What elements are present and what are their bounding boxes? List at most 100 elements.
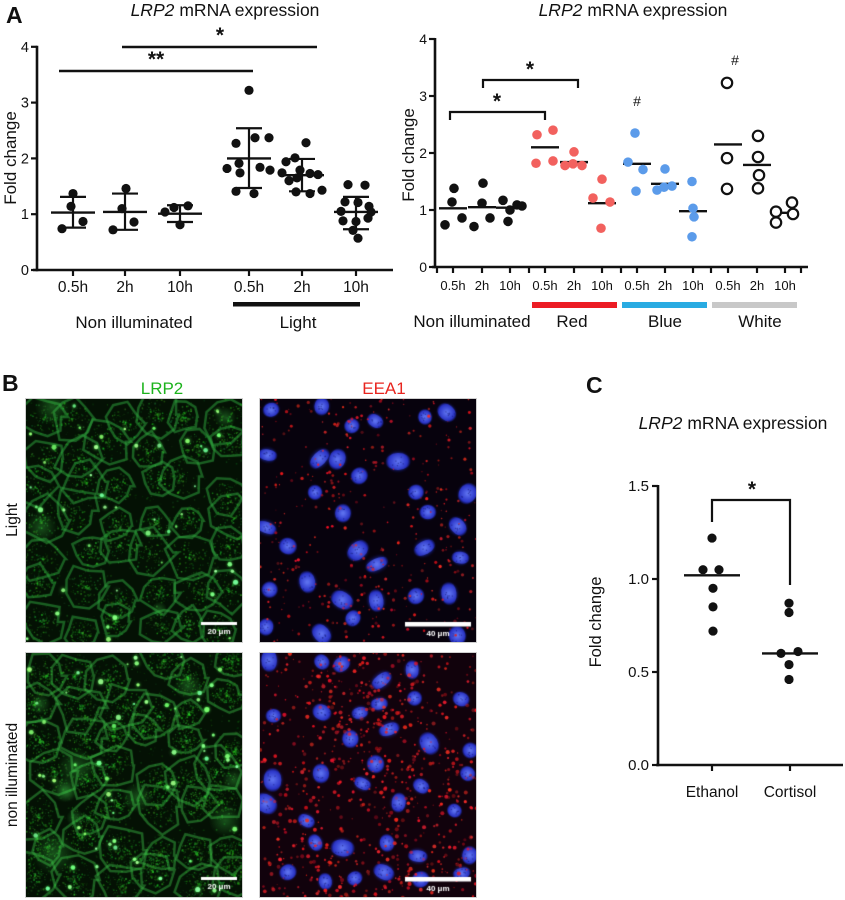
data-point	[485, 213, 495, 223]
x-tick-label: 0.5h	[715, 278, 740, 293]
chart-title: LRP2 mRNA expression	[131, 0, 320, 20]
x-tick-label: 2h	[116, 279, 133, 296]
section-underline	[622, 302, 707, 308]
chart-light-timecourse: 4 3 2 1 0 Fold change LRP2 mRNA expression 0.5h 2…	[1, 0, 393, 332]
sig-label: *	[216, 24, 225, 47]
data-point	[548, 156, 558, 166]
panel-a-label: A	[6, 2, 23, 28]
y-tick-label: 0	[21, 263, 29, 279]
data-point	[477, 198, 487, 208]
data-point	[360, 180, 370, 190]
y-tick-label: 1	[419, 202, 427, 218]
section-label: Red	[556, 312, 587, 331]
data-point	[264, 133, 274, 143]
data-point	[652, 185, 662, 195]
y-tick-label: 0.0	[628, 757, 649, 774]
data-point	[234, 158, 244, 169]
data-point	[577, 160, 587, 171]
panel-b-label: B	[2, 370, 19, 396]
section-underline	[532, 302, 617, 308]
data-point	[784, 674, 794, 685]
data-point	[235, 168, 245, 178]
y-tick-label: 3	[419, 88, 427, 104]
chart-title: LRP2 mRNA expression	[539, 0, 728, 20]
y-tick-label: 1.5	[628, 478, 649, 495]
section-label: Non illuminated	[413, 312, 530, 331]
data-point	[505, 205, 515, 215]
data-point	[687, 231, 697, 242]
data-point	[588, 193, 598, 203]
data-point	[784, 659, 794, 670]
data-point	[708, 626, 718, 636]
x-tick-label: 10h	[499, 278, 521, 293]
data-point	[301, 138, 311, 148]
y-tick-label: 1.0	[628, 571, 649, 588]
data-point	[244, 85, 254, 95]
sig-bracket	[481, 78, 580, 88]
panel-c-label: C	[586, 372, 603, 398]
data-point	[498, 195, 508, 206]
y-axis-title: Fold change	[1, 111, 20, 205]
data-point	[751, 129, 765, 143]
data-point	[78, 216, 88, 227]
data-point	[231, 138, 241, 148]
data-point	[343, 180, 353, 190]
section-underline	[233, 302, 360, 307]
x-tick-label: 10h	[682, 278, 704, 293]
x-tick-label: 2h	[293, 279, 310, 296]
data-point	[784, 607, 794, 618]
lrp2-channel-title: LRP2	[140, 379, 184, 398]
data-point	[687, 176, 697, 187]
micrograph-nonilluminated-eea1	[259, 652, 477, 898]
data-point	[568, 159, 578, 169]
sig-label: *	[493, 90, 502, 113]
data-point	[720, 151, 734, 165]
data-point	[569, 147, 579, 157]
data-point	[57, 224, 67, 234]
y-tick-label: 0	[419, 259, 427, 275]
x-tick-label: 0.5h	[58, 279, 88, 296]
x-tick-label: Ethanol	[686, 784, 739, 801]
data-point	[720, 76, 734, 90]
data-point	[708, 602, 718, 612]
x-tick-label: 0.5h	[532, 278, 557, 293]
data-point	[630, 128, 640, 138]
data-point	[785, 196, 799, 209]
data-point	[560, 160, 570, 171]
data-point	[532, 129, 542, 140]
chart-title: LRP2 mRNA expression	[639, 413, 828, 433]
section-underline	[712, 302, 797, 308]
data-point	[338, 216, 348, 226]
data-point	[255, 162, 265, 172]
data-point	[548, 125, 558, 135]
x-tick-label: 10h	[167, 279, 193, 296]
data-point	[698, 565, 708, 575]
y-tick-label: 0.5	[628, 664, 649, 681]
data-point	[769, 205, 783, 219]
data-point	[478, 178, 488, 189]
data-point	[250, 133, 260, 143]
data-point	[129, 217, 139, 227]
data-point	[222, 163, 232, 174]
chart-color-timecourse: 4 3 2 1 0 Fold change LRP2 mRNA expression 0.5h 2…	[399, 0, 808, 331]
data-point	[340, 197, 350, 207]
x-tick-label: 10h	[343, 279, 369, 296]
data-point	[596, 223, 606, 234]
data-point	[720, 182, 734, 196]
data-point	[531, 158, 541, 169]
data-point	[353, 233, 363, 243]
y-tick-label: 1	[21, 207, 29, 223]
data-point	[708, 583, 718, 593]
y-tick-label: 2	[419, 145, 427, 161]
sig-label: *	[526, 58, 535, 81]
sig-label: *	[748, 478, 757, 501]
data-point	[786, 207, 800, 221]
x-tick-label: 2h	[475, 278, 489, 293]
x-tick-label: 2h	[750, 278, 764, 293]
data-point	[317, 185, 327, 195]
data-point	[290, 153, 300, 163]
section-label: Blue	[648, 312, 682, 331]
data-point	[469, 221, 479, 232]
